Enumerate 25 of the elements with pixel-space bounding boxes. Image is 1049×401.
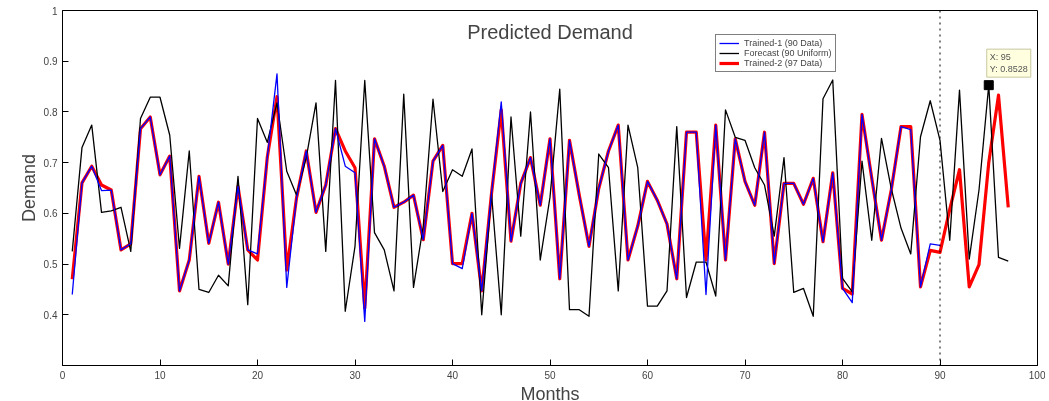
y-tick-label: 0.8 <box>43 106 58 118</box>
text: Predicted Demand <box>467 20 633 43</box>
legend-label: Trained-2 (97 Data) <box>744 58 823 68</box>
x-tick-label: 60 <box>641 369 654 381</box>
y-tick-label: 0.5 <box>43 259 58 271</box>
y-tick-label: 0.4 <box>43 309 58 321</box>
x-tick-label: 30 <box>349 369 361 381</box>
annotation: X: 95 Y: 0.8528 <box>989 52 1028 75</box>
x-tick-label: 20 <box>251 369 264 381</box>
x-tick-label: 0 <box>59 369 66 381</box>
y-tick-label: 0.6 <box>43 208 58 220</box>
x-axis-title: Months <box>520 383 580 401</box>
y-axis-title: Demand <box>18 153 39 223</box>
x-tick-label: 100 <box>1028 369 1046 381</box>
y-tick-label: 0.7 <box>43 157 58 169</box>
x-tick-label: 10 <box>154 369 166 381</box>
x-tick-label: 40 <box>446 369 459 381</box>
legend-label: Trained-1 (90 Data) <box>744 38 823 48</box>
x-tick-label: 90 <box>934 369 946 381</box>
x-tick-label: 50 <box>544 369 556 381</box>
y-tick-label: 0.9 <box>43 56 58 68</box>
x-tick-label: 70 <box>739 369 751 381</box>
legend-label: Forecast (90 Uniform) <box>744 48 832 58</box>
y-tick-label: 1 <box>51 5 58 17</box>
x-tick-label: 80 <box>836 369 849 381</box>
